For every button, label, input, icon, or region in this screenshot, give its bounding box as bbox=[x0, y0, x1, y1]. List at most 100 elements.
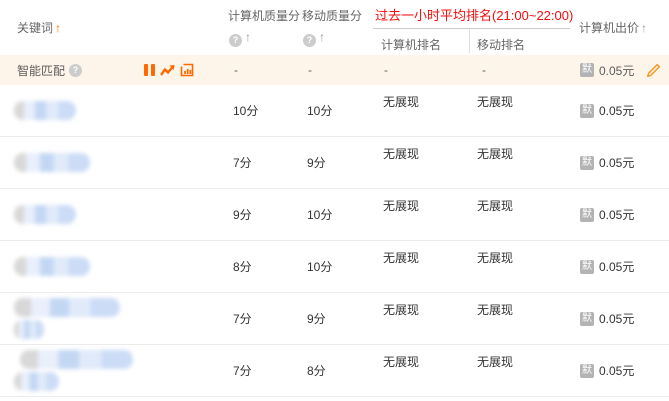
blurred-keyword[interactable] bbox=[14, 153, 90, 172]
bid-cell: 默 0.05元 bbox=[570, 137, 669, 188]
mobile-rank-cell: 无展现 bbox=[477, 95, 514, 109]
keyword-cell[interactable] bbox=[0, 137, 228, 188]
mobile-quality-value: 10分 bbox=[307, 260, 333, 274]
header-mobile-quality[interactable]: 移动质量分 bbox=[302, 0, 373, 55]
mobile-rank-cell: 无展现 bbox=[477, 199, 514, 213]
sort-asc-icon[interactable] bbox=[55, 21, 61, 35]
pc-rank-cell: 无展现 bbox=[383, 199, 420, 213]
pc-quality-cell: 7分 bbox=[228, 345, 302, 396]
pc-quality-value: 8分 bbox=[233, 260, 252, 274]
blurred-keyword[interactable] bbox=[14, 298, 120, 317]
smart-row-actions bbox=[144, 63, 194, 77]
keyword-cell[interactable] bbox=[0, 241, 228, 292]
blurred-keyword[interactable] bbox=[14, 372, 59, 391]
pc-quality-value: 7分 bbox=[233, 312, 252, 326]
mobile-quality-value: 10分 bbox=[307, 208, 333, 222]
pc-rank-cell: 无展现 bbox=[383, 251, 420, 265]
blurred-keyword[interactable] bbox=[20, 350, 133, 369]
default-bid-badge: 默 bbox=[580, 363, 594, 378]
keyword-cell[interactable] bbox=[0, 345, 228, 396]
default-bid-badge: 默 bbox=[580, 103, 594, 118]
help-icon[interactable] bbox=[229, 34, 242, 47]
default-bid-badge: 默 bbox=[580, 207, 594, 222]
pc-rank-cell: 无展现 bbox=[383, 303, 420, 317]
bid-value: 0.05元 bbox=[599, 208, 635, 222]
header-pc-quality-label: 计算机质量分 bbox=[228, 9, 301, 23]
table-row: 9分 10分 无展现 无展现 默 0.05元 bbox=[0, 189, 669, 241]
header-pc-bid[interactable]: 计算机出价 bbox=[570, 0, 669, 55]
bid-value: 0.05元 bbox=[599, 364, 635, 378]
header-rank-group: 过去一小时平均排名(21:00~22:00) 计算机排名 移动排名 bbox=[373, 0, 573, 55]
default-bid-badge: 默 bbox=[580, 63, 594, 77]
pc-quality-cell: 7分 bbox=[228, 137, 302, 188]
help-icon[interactable] bbox=[303, 34, 316, 47]
keyword-cell[interactable] bbox=[0, 189, 228, 240]
keyword-cell[interactable] bbox=[0, 85, 228, 136]
smart-match-cell: 智能匹配 bbox=[0, 62, 228, 79]
mobile-quality-value: 9分 bbox=[307, 156, 326, 170]
mobile-rank-cell: 无展现 bbox=[477, 355, 514, 369]
pc-quality-value: 7分 bbox=[233, 156, 252, 170]
table-row: 7分 9分 无展现 无展现 默 0.05元 bbox=[0, 137, 669, 189]
mobile-quality-value: 8分 bbox=[307, 364, 326, 378]
pc-quality-value: 9分 bbox=[233, 208, 252, 222]
blurred-keyword[interactable] bbox=[14, 205, 76, 224]
report-icon[interactable] bbox=[180, 63, 194, 77]
table-row: 7分 8分 无展现 无展现 默 0.05元 bbox=[0, 345, 669, 397]
mobile-quality-cell: 9分 bbox=[302, 137, 373, 188]
bid-cell: 默 0.05元 bbox=[570, 293, 669, 344]
mobile-rank-cell: 无展现 bbox=[477, 147, 514, 161]
trend-chart-icon[interactable] bbox=[160, 64, 175, 77]
smart-pc-rank: - bbox=[384, 63, 388, 77]
blurred-keyword[interactable] bbox=[14, 320, 44, 339]
bid-value: 0.05元 bbox=[599, 156, 635, 170]
header-keyword-label: 关键词 bbox=[17, 21, 54, 35]
header-keyword[interactable]: 关键词 bbox=[0, 0, 228, 55]
blurred-keyword[interactable] bbox=[14, 101, 76, 120]
bid-value: 0.05元 bbox=[599, 63, 635, 78]
mobile-quality-cell: 10分 bbox=[302, 241, 373, 292]
smart-bid-cell: 默 0.05元 bbox=[570, 62, 669, 79]
sort-icon[interactable] bbox=[641, 21, 647, 35]
bid-cell: 默 0.05元 bbox=[570, 189, 669, 240]
header-mobile-quality-label: 移动质量分 bbox=[302, 9, 363, 23]
help-icon[interactable] bbox=[69, 63, 83, 77]
bid-cell: 默 0.05元 bbox=[570, 241, 669, 292]
bid-value: 0.05元 bbox=[599, 104, 635, 118]
pc-quality-cell: 10分 bbox=[228, 85, 302, 136]
pc-quality-cell: 8分 bbox=[228, 241, 302, 292]
header-pc-rank: 计算机排名 bbox=[381, 38, 442, 52]
bid-cell: 默 0.05元 bbox=[570, 345, 669, 396]
default-bid-badge: 默 bbox=[580, 155, 594, 170]
smart-mobile-rank: - bbox=[482, 63, 486, 77]
pause-icon[interactable] bbox=[144, 64, 155, 76]
mobile-quality-cell: 10分 bbox=[302, 85, 373, 136]
default-bid-badge: 默 bbox=[580, 311, 594, 326]
sort-icon[interactable] bbox=[245, 27, 251, 48]
smart-match-row: 智能匹配 bbox=[0, 55, 669, 85]
edit-pencil-icon[interactable] bbox=[646, 63, 661, 78]
table-row: 10分 10分 无展现 无展现 默 0.05元 bbox=[0, 85, 669, 137]
sort-icon[interactable] bbox=[319, 27, 325, 48]
mobile-rank-cell: 无展现 bbox=[477, 303, 514, 317]
mobile-quality-cell: 10分 bbox=[302, 189, 373, 240]
mobile-rank-cell: 无展现 bbox=[477, 251, 514, 265]
pc-quality-value: 7分 bbox=[233, 364, 252, 378]
pc-rank-cell: 无展现 bbox=[383, 95, 420, 109]
bid-cell: 默 0.05元 bbox=[570, 85, 669, 136]
mobile-quality-value: 9分 bbox=[307, 312, 326, 326]
header-pc-quality[interactable]: 计算机质量分 bbox=[228, 0, 302, 55]
blurred-keyword[interactable] bbox=[14, 257, 90, 276]
table-row: 8分 10分 无展现 无展现 默 0.05元 bbox=[0, 241, 669, 293]
pc-quality-cell: 7分 bbox=[228, 293, 302, 344]
mobile-quality-value: 10分 bbox=[307, 104, 333, 118]
default-bid-badge: 默 bbox=[580, 259, 594, 274]
pc-rank-cell: 无展现 bbox=[383, 355, 420, 369]
mobile-quality-cell: 9分 bbox=[302, 293, 373, 344]
rank-group-title: 过去一小时平均排名(21:00~22:00) bbox=[373, 4, 573, 29]
keyword-cell[interactable] bbox=[0, 293, 228, 344]
bid-value: 0.05元 bbox=[599, 260, 635, 274]
smart-match-label: 智能匹配 bbox=[17, 63, 66, 78]
pc-quality-cell: 9分 bbox=[228, 189, 302, 240]
